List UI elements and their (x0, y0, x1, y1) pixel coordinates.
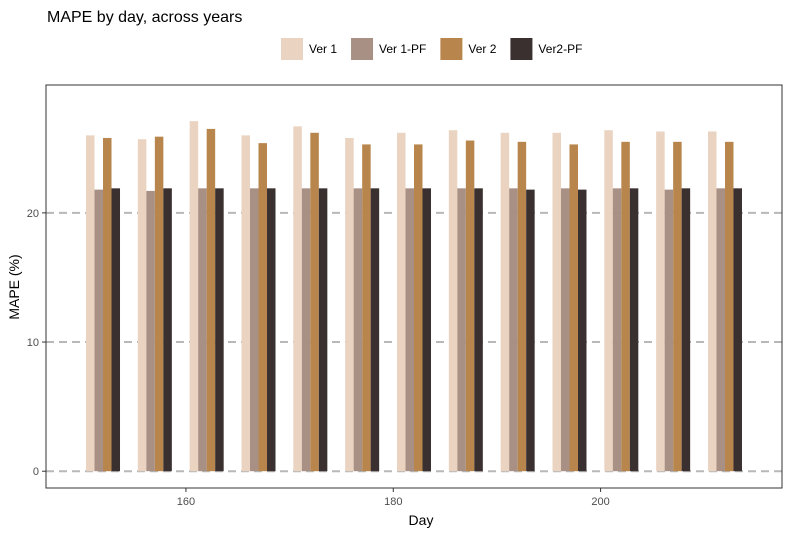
bar (716, 188, 725, 472)
bar (457, 188, 466, 472)
plot-panel (45, 84, 783, 489)
bar (664, 189, 674, 472)
bar (397, 132, 406, 472)
chart-title: MAPE by day, across years (47, 9, 242, 26)
legend-label: Ver 1 (309, 42, 337, 56)
bar (656, 131, 665, 472)
bar (146, 190, 155, 472)
bar (724, 141, 734, 472)
x-axis-label: Day (409, 512, 434, 528)
bar (526, 189, 535, 472)
x-tick-label: 200 (591, 496, 609, 508)
y-tick-label: 0 (33, 466, 39, 478)
bar (414, 144, 423, 472)
y-axis-label: MAPE (%) (6, 254, 22, 319)
bar (629, 188, 639, 472)
bar (137, 139, 147, 472)
bar (422, 188, 431, 472)
x-tick-label: 160 (177, 496, 195, 508)
legend-item: Ver 1 (281, 38, 337, 60)
bar (318, 188, 328, 472)
bar (474, 188, 483, 472)
bar (500, 132, 510, 472)
legend-item: Ver 2 (440, 38, 497, 60)
bar (163, 188, 172, 472)
bar (241, 135, 251, 472)
y-tick-label: 10 (27, 337, 39, 349)
legend-label: Ver 1-PF (379, 42, 426, 56)
bar (681, 188, 691, 472)
bar (267, 188, 276, 472)
bar (707, 131, 717, 472)
bar (612, 188, 622, 472)
legend-swatch (440, 38, 463, 60)
bar (206, 128, 216, 472)
legend-swatch (510, 38, 533, 60)
bar (465, 140, 475, 472)
bar (301, 188, 311, 472)
bar (258, 143, 268, 472)
legend-swatch (281, 38, 303, 60)
bar (111, 188, 121, 472)
y-tick-label: 20 (27, 208, 39, 220)
bars (86, 121, 742, 472)
bar (215, 188, 224, 472)
legend-label: Ver 2 (468, 42, 496, 56)
bar (353, 188, 363, 472)
bar (293, 126, 302, 472)
bar (509, 188, 518, 472)
bar (250, 188, 259, 472)
bar (86, 135, 95, 472)
bar (94, 189, 104, 472)
bar (198, 188, 207, 472)
x-tick-label: 180 (384, 496, 402, 508)
bar (370, 188, 380, 472)
legend: Ver 1 Ver 1-PF Ver 2 Ver2-PF (281, 38, 582, 60)
bar (621, 141, 630, 472)
legend-item: Ver 1-PF (351, 38, 426, 60)
bar (362, 144, 371, 472)
bar (310, 132, 319, 472)
bar (569, 144, 578, 472)
bar (577, 189, 587, 472)
bar (552, 132, 561, 472)
bar (673, 141, 682, 472)
bar (345, 137, 354, 472)
bar (103, 137, 112, 472)
legend-label: Ver2-PF (538, 42, 582, 56)
bar (448, 130, 458, 472)
bar (733, 188, 742, 472)
bar (517, 141, 527, 472)
bar (560, 188, 570, 472)
bar (405, 188, 414, 472)
x-axis: 160 180 200 (177, 488, 610, 508)
bar (189, 121, 199, 472)
legend-swatch (351, 38, 374, 60)
bar (604, 130, 613, 472)
legend-item: Ver2-PF (510, 38, 582, 60)
bar (154, 136, 164, 472)
y-axis: 0 10 20 (27, 208, 46, 478)
